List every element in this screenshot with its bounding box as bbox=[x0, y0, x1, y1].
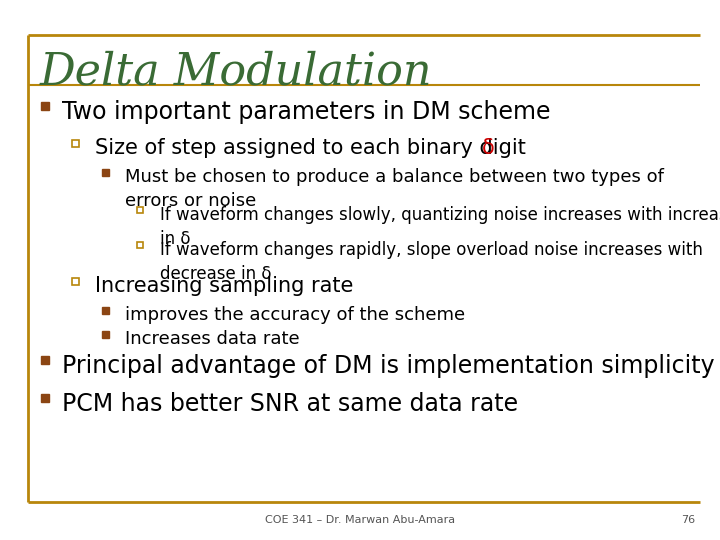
Text: Must be chosen to produce a balance between two types of
errors or noise: Must be chosen to produce a balance betw… bbox=[125, 168, 664, 210]
Bar bbox=[41, 356, 49, 364]
Text: Two important parameters in DM scheme: Two important parameters in DM scheme bbox=[62, 100, 551, 124]
Text: Size of step assigned to each binary digit: Size of step assigned to each binary dig… bbox=[95, 138, 533, 158]
Text: If waveform changes rapidly, slope overload noise increases with
decrease in δ: If waveform changes rapidly, slope overl… bbox=[160, 241, 703, 282]
Bar bbox=[102, 169, 109, 176]
Bar bbox=[137, 242, 143, 248]
Text: COE 341 – Dr. Marwan Abu-Amara: COE 341 – Dr. Marwan Abu-Amara bbox=[265, 515, 455, 525]
Text: improves the accuracy of the scheme: improves the accuracy of the scheme bbox=[125, 306, 465, 324]
Bar bbox=[102, 331, 109, 338]
Bar bbox=[137, 207, 143, 213]
Text: Increasing sampling rate: Increasing sampling rate bbox=[95, 276, 354, 296]
Bar bbox=[102, 307, 109, 314]
Text: If waveform changes slowly, quantizing noise increases with increase
in δ: If waveform changes slowly, quantizing n… bbox=[160, 206, 720, 248]
Bar bbox=[71, 140, 78, 147]
Text: PCM has better SNR at same data rate: PCM has better SNR at same data rate bbox=[62, 392, 518, 416]
Text: 76: 76 bbox=[681, 515, 695, 525]
Text: Principal advantage of DM is implementation simplicity: Principal advantage of DM is implementat… bbox=[62, 354, 715, 378]
Bar bbox=[41, 102, 49, 110]
Text: δ: δ bbox=[482, 138, 495, 158]
Bar bbox=[41, 394, 49, 402]
Text: Delta Modulation: Delta Modulation bbox=[40, 50, 433, 93]
Text: Increases data rate: Increases data rate bbox=[125, 330, 300, 348]
Bar bbox=[71, 278, 78, 285]
